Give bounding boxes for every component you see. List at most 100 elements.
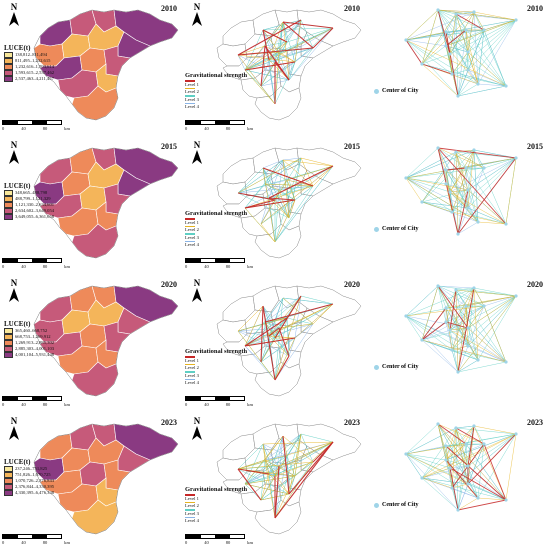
- year-label: 2015: [527, 142, 543, 151]
- legend-class-label: 488,799–1,121,329: [15, 196, 51, 201]
- network-link: [477, 19, 517, 85]
- legend-swatch: [4, 490, 13, 496]
- gravity-link: [244, 159, 284, 209]
- network-link: [445, 321, 453, 351]
- gravity-link: [274, 465, 280, 519]
- network-link: [445, 31, 469, 71]
- network-link: [467, 433, 517, 467]
- gravity-link: [244, 51, 280, 71]
- city-center-node: [404, 176, 408, 180]
- network-link: [421, 63, 507, 87]
- city-center-node: [504, 498, 508, 502]
- city-center-node: [472, 10, 476, 14]
- gravity-link: [260, 59, 270, 87]
- network-link: [437, 285, 507, 363]
- network-link: [405, 453, 479, 499]
- network-link: [405, 453, 507, 501]
- network-link: [467, 157, 517, 209]
- gravity-level-line: [185, 501, 195, 503]
- network-link: [467, 425, 475, 467]
- network-link: [467, 443, 485, 485]
- gravity-legend-item: Level 3: [185, 95, 247, 103]
- scale-tick: 40: [204, 125, 209, 131]
- gravity-link: [300, 157, 334, 167]
- scale-tick: 40: [21, 125, 26, 131]
- network-link: [465, 167, 469, 209]
- gravity-link: [294, 185, 314, 201]
- network-link: [421, 305, 485, 341]
- network-link: [405, 287, 475, 317]
- legend-swatch: [4, 472, 13, 478]
- network-link: [465, 443, 507, 501]
- year-label: 2010: [161, 4, 177, 13]
- city-center-node: [476, 496, 480, 500]
- gravity-link: [237, 19, 302, 56]
- gravity-link: [244, 435, 284, 485]
- gravity-link: [282, 297, 334, 305]
- legend-swatch: [4, 76, 13, 82]
- network-link: [405, 453, 447, 461]
- network-link: [451, 349, 507, 363]
- gravity-link: [294, 433, 302, 477]
- gravity-link: [264, 433, 302, 461]
- gravity-link: [237, 54, 262, 87]
- gravity-link: [262, 167, 276, 243]
- network-link: [421, 63, 453, 75]
- gravity-link: [237, 468, 290, 495]
- gravity-map-panel-2010: 2010 N Gravitational strength Level 1 Level …: [183, 0, 366, 137]
- city-center-node: [404, 38, 408, 42]
- gravity-legend-item: Level 1: [185, 218, 247, 226]
- network-link: [405, 305, 485, 317]
- network-link: [457, 497, 479, 511]
- network-link: [449, 329, 507, 363]
- gravity-level-line: [185, 225, 195, 227]
- gravity-link: [237, 54, 296, 63]
- network-link: [437, 9, 475, 13]
- network-link: [437, 423, 467, 445]
- scale-unit: km: [247, 401, 253, 407]
- network-link: [421, 477, 507, 501]
- network-link: [421, 201, 469, 209]
- scale-tick: 40: [21, 401, 26, 407]
- network-link: [437, 423, 447, 461]
- network-link: [405, 39, 479, 85]
- network-link: [445, 31, 459, 97]
- network-link: [445, 29, 485, 47]
- gravity-legend-item: Level 4: [185, 378, 247, 387]
- network-link: [449, 327, 469, 331]
- gravity-legend: Gravitational strength Level 1 Level 2 Leve…: [185, 348, 247, 386]
- network-link: [445, 169, 507, 225]
- network-link: [405, 31, 447, 41]
- center-of-city-label: Center of City: [382, 226, 419, 232]
- gravity-link: [237, 443, 264, 470]
- gravity-network-svg: [216, 423, 362, 535]
- network-link: [455, 151, 467, 169]
- city-center-node: [456, 508, 460, 512]
- gravity-map-panel-2020: 2020 N Gravitational strength Level 1 Level …: [183, 276, 366, 413]
- city-center-node: [404, 452, 408, 456]
- gravity-link: [237, 159, 284, 194]
- north-arrow-icon: N: [5, 278, 23, 307]
- network-link: [437, 147, 507, 225]
- gravity-link: [286, 165, 334, 181]
- gravity-link: [244, 465, 280, 485]
- legend-item: 668,753–1,269,912: [4, 334, 54, 340]
- abstract-network-panel-2020: 2020 Center of City: [366, 276, 549, 413]
- gravity-link: [286, 317, 290, 357]
- network-link: [477, 29, 485, 85]
- north-label: N: [193, 140, 201, 150]
- gravity-link: [264, 459, 290, 495]
- north-arrow-icon: N: [5, 140, 23, 169]
- legend-class-label: 365,460–668,752: [15, 328, 48, 333]
- network-link: [451, 69, 469, 75]
- network-link: [473, 11, 517, 21]
- gravity-link: [237, 167, 264, 194]
- gravity-link: [264, 459, 276, 519]
- gravity-link: [268, 59, 276, 63]
- city-center-node: [448, 328, 452, 332]
- gravity-legend-item: Level 4: [185, 102, 247, 111]
- city-center-node: [514, 294, 518, 298]
- network-link: [467, 11, 475, 53]
- legend-item: 1,593,615–2,537,462: [4, 70, 54, 76]
- gravity-link: [260, 297, 284, 363]
